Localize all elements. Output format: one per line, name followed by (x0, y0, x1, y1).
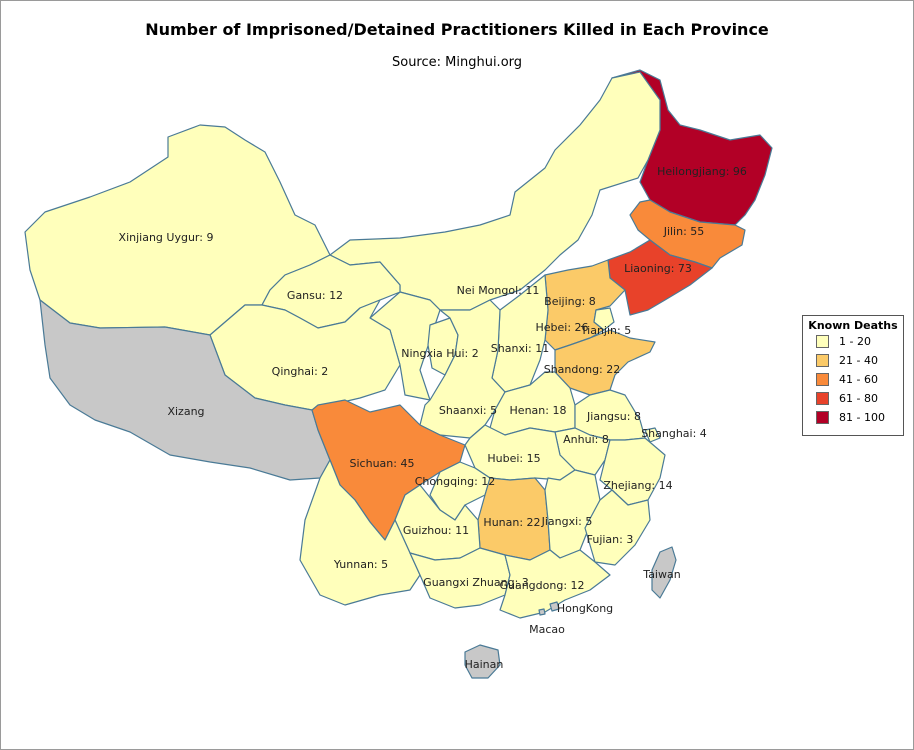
province-label-tianjin: Tianjin: 5 (580, 324, 631, 337)
province-tianjin[interactable] (593, 307, 615, 331)
province-label-hebei: Hebei: 26 (535, 321, 588, 334)
legend-label: 21 - 40 (839, 354, 878, 367)
province-hainan[interactable] (464, 644, 501, 679)
province-taiwan[interactable] (651, 546, 677, 599)
province-label-guangdong: Guangdong: 12 (499, 579, 584, 592)
province-label-taiwan: Taiwan (642, 568, 680, 581)
province-label-hainan: Hainan (465, 658, 504, 671)
legend-swatch (816, 354, 829, 367)
province-label-jilin: Jilin: 55 (663, 225, 705, 238)
province-label-chongqing: Chongqing: 12 (415, 475, 496, 488)
legend-label: 1 - 20 (839, 335, 871, 348)
legend: Known Deaths 1 - 20 21 - 40 41 - 60 61 -… (802, 315, 904, 436)
province-label-fujian: Fujian: 3 (587, 533, 634, 546)
province-label-sichuan: Sichuan: 45 (350, 457, 415, 470)
legend-item: 81 - 100 (816, 408, 903, 427)
province-label-gansu: Gansu: 12 (287, 289, 343, 302)
province-label-zhejiang: Zhejiang: 14 (603, 479, 672, 492)
province-label-shanghai: Shanghai: 4 (641, 427, 707, 440)
province-macao[interactable] (538, 608, 546, 616)
province-heilongjiang[interactable] (611, 69, 773, 226)
province-label-xizang: Xizang (167, 405, 204, 418)
province-jiangxi[interactable] (544, 469, 601, 559)
province-label-yunnan: Yunnan: 5 (333, 558, 388, 571)
province-shanghai[interactable] (644, 427, 661, 443)
legend-swatch (816, 392, 829, 405)
province-label-qinghai: Qinghai: 2 (272, 365, 329, 378)
legend-item: 61 - 80 (816, 389, 903, 408)
legend-item: 21 - 40 (816, 351, 903, 370)
province-label-anhui: Anhui: 8 (563, 433, 609, 446)
province-label-shanxi: Shanxi: 11 (491, 342, 549, 355)
province-hongkong[interactable] (549, 601, 560, 612)
legend-label: 61 - 80 (839, 392, 878, 405)
province-label-liaoning: Liaoning: 73 (624, 262, 692, 275)
province-label-henan: Henan: 18 (510, 404, 567, 417)
legend-title: Known Deaths (808, 319, 898, 332)
legend-swatch (816, 373, 829, 386)
province-label-beijing: Beijing: 8 (544, 295, 596, 308)
chart-title: Number of Imprisoned/Detained Practition… (145, 20, 769, 39)
legend-label: 81 - 100 (839, 411, 885, 424)
province-label-nei-mongol: Nei Mongol: 11 (457, 284, 540, 297)
province-chongqing[interactable] (429, 461, 491, 521)
province-label-hunan: Hunan: 22 (483, 516, 540, 529)
legend-item: 1 - 20 (816, 332, 903, 351)
province-label-jiangxi: Jiangxi: 5 (541, 515, 593, 528)
province-label-heilongjiang: Heilongjiang: 96 (657, 165, 747, 178)
legend-item: 41 - 60 (816, 370, 903, 389)
province-label-shaanxi: Shaanxi: 5 (439, 404, 497, 417)
province-label-xinjiang-uygur: Xinjiang Uygur: 9 (119, 231, 214, 244)
chart-subtitle: Source: Minghui.org (391, 55, 523, 70)
province-guangdong[interactable] (499, 549, 611, 619)
province-zhejiang[interactable] (599, 437, 666, 506)
legend-swatch (816, 335, 829, 348)
province-label-shandong: Shandong: 22 (544, 363, 621, 376)
province-fujian[interactable] (584, 489, 651, 566)
province-label-ningxia-hui: Ningxia Hui: 2 (401, 347, 479, 360)
province-label-hongkong: HongKong (557, 602, 613, 615)
province-label-macao: Macao (529, 623, 565, 636)
province-label-guangxi-zhuang: Guangxi Zhuang: 3 (423, 576, 529, 589)
legend-swatch (816, 411, 829, 424)
legend-label: 41 - 60 (839, 373, 878, 386)
province-label-guizhou: Guizhou: 11 (403, 524, 469, 537)
province-label-jiangsu: Jiangsu: 8 (586, 410, 641, 423)
province-label-hubei: Hubei: 15 (487, 452, 540, 465)
